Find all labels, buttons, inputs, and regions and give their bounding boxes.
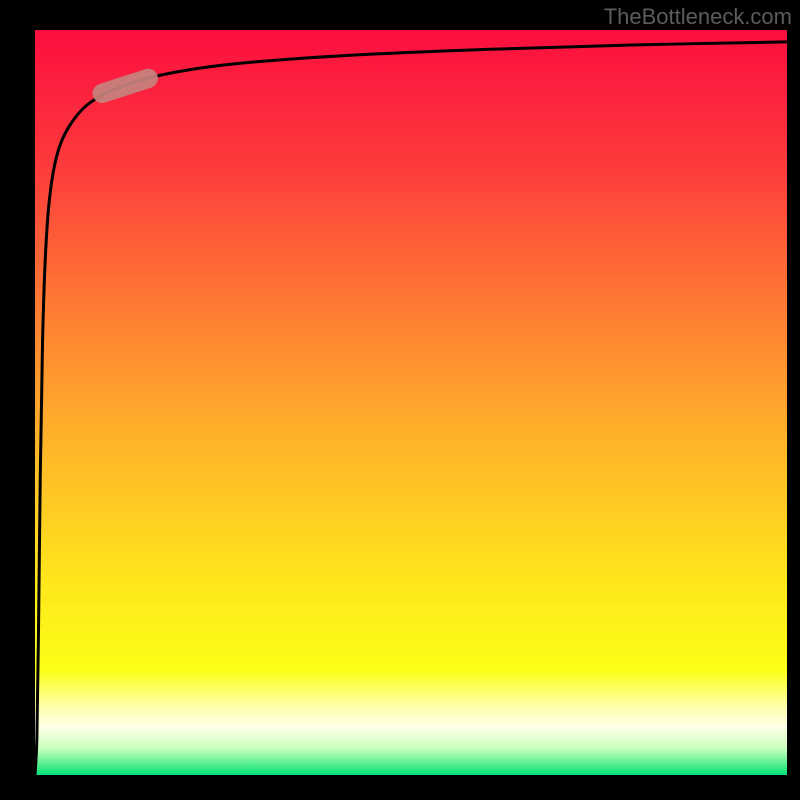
chart-frame: TheBottleneck.com (0, 0, 800, 800)
watermark-text: TheBottleneck.com (604, 4, 792, 30)
plot-area (35, 30, 787, 775)
plot-svg (35, 30, 787, 775)
gradient-rect (35, 30, 787, 775)
